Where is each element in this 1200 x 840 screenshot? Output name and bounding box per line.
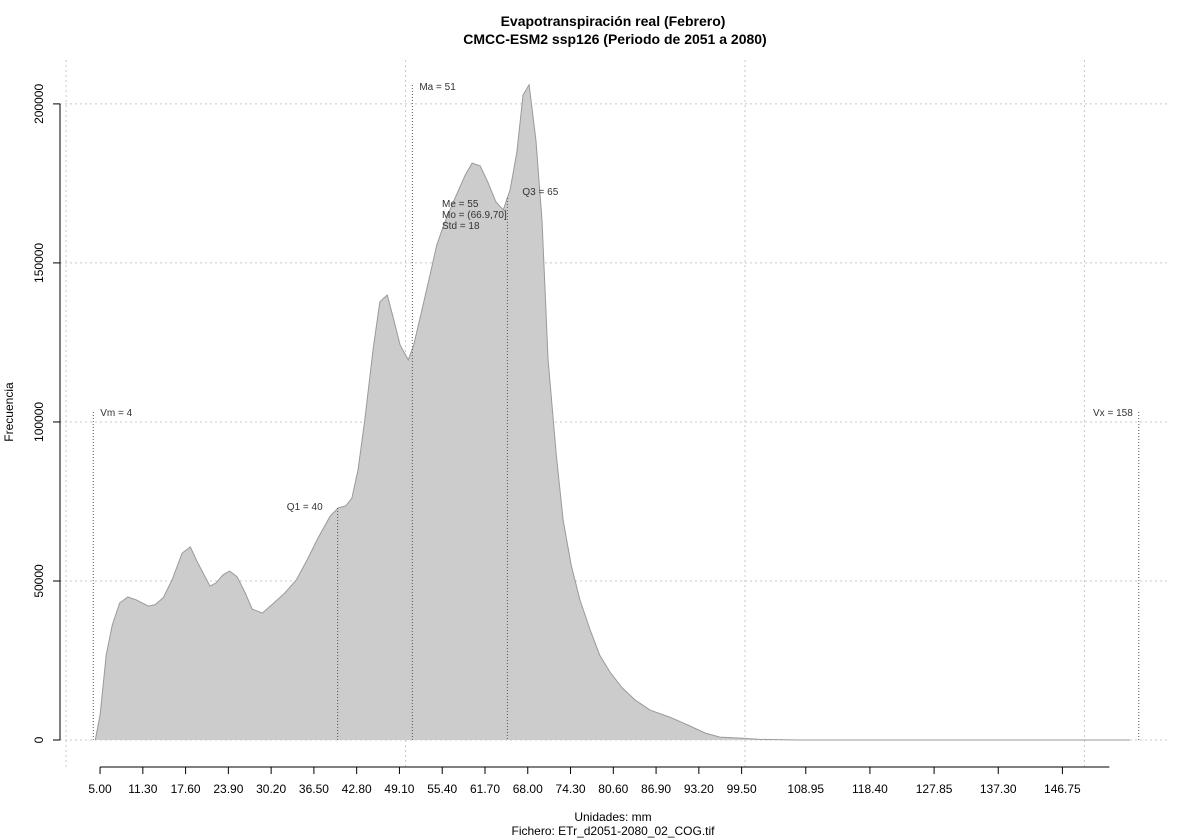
x-tick-label: 61.70	[470, 782, 500, 796]
x-tick-label: 23.90	[213, 782, 243, 796]
x-tick-label: 108.95	[787, 782, 824, 796]
marker-label: Vx = 158	[1093, 408, 1133, 419]
y-axis-label: Frecuencia	[2, 382, 16, 442]
x-tick-label: 137.30	[980, 782, 1017, 796]
y-tick-label: 50000	[32, 564, 46, 598]
marker-label: Ma = 51	[419, 82, 456, 93]
caption: Fichero: ETr_d2051-2080_02_COG.tif	[512, 824, 716, 838]
marker-label: Vm = 4	[100, 408, 132, 419]
x-tick-label: 93.20	[684, 782, 714, 796]
x-tick-label: 5.00	[88, 782, 112, 796]
x-tick-label: 42.80	[342, 782, 372, 796]
chart-title: Evapotranspiración real (Febrero)	[501, 13, 726, 29]
chart-subtitle: CMCC-ESM2 ssp126 (Periodo de 2051 a 2080…	[463, 31, 766, 47]
y-tick-label: 100000	[32, 402, 46, 442]
x-tick-label: 55.40	[427, 782, 457, 796]
x-tick-label: 146.75	[1044, 782, 1081, 796]
x-tick-label: 80.60	[598, 782, 628, 796]
stat-label: Mo = (66.9,70]	[442, 210, 507, 221]
x-tick-label: 17.60	[171, 782, 201, 796]
y-tick-label: 0	[32, 736, 46, 743]
stat-label: Std = 18	[442, 221, 480, 232]
y-tick-label: 200000	[32, 84, 46, 124]
marker-label: Q3 = 65	[522, 187, 558, 198]
marker-label: Q1 = 40	[287, 502, 323, 513]
x-tick-label: 11.30	[128, 782, 157, 796]
x-tick-label: 99.50	[727, 782, 757, 796]
x-tick-label: 74.30	[556, 782, 586, 796]
area	[95, 84, 1130, 741]
x-tick-label: 86.90	[641, 782, 671, 796]
x-axis-label: Unidades: mm	[574, 810, 651, 824]
x-tick-label: 68.00	[513, 782, 543, 796]
area-outline	[94, 83, 1130, 741]
x-tick-label: 49.10	[384, 782, 414, 796]
y-tick-label: 150000	[32, 243, 46, 283]
stat-label: Me = 55	[442, 199, 479, 210]
x-tick-label: 127.85	[916, 782, 953, 796]
x-tick-label: 36.50	[299, 782, 329, 796]
x-tick-label: 118.40	[852, 782, 888, 796]
x-tick-label: 30.20	[256, 782, 286, 796]
